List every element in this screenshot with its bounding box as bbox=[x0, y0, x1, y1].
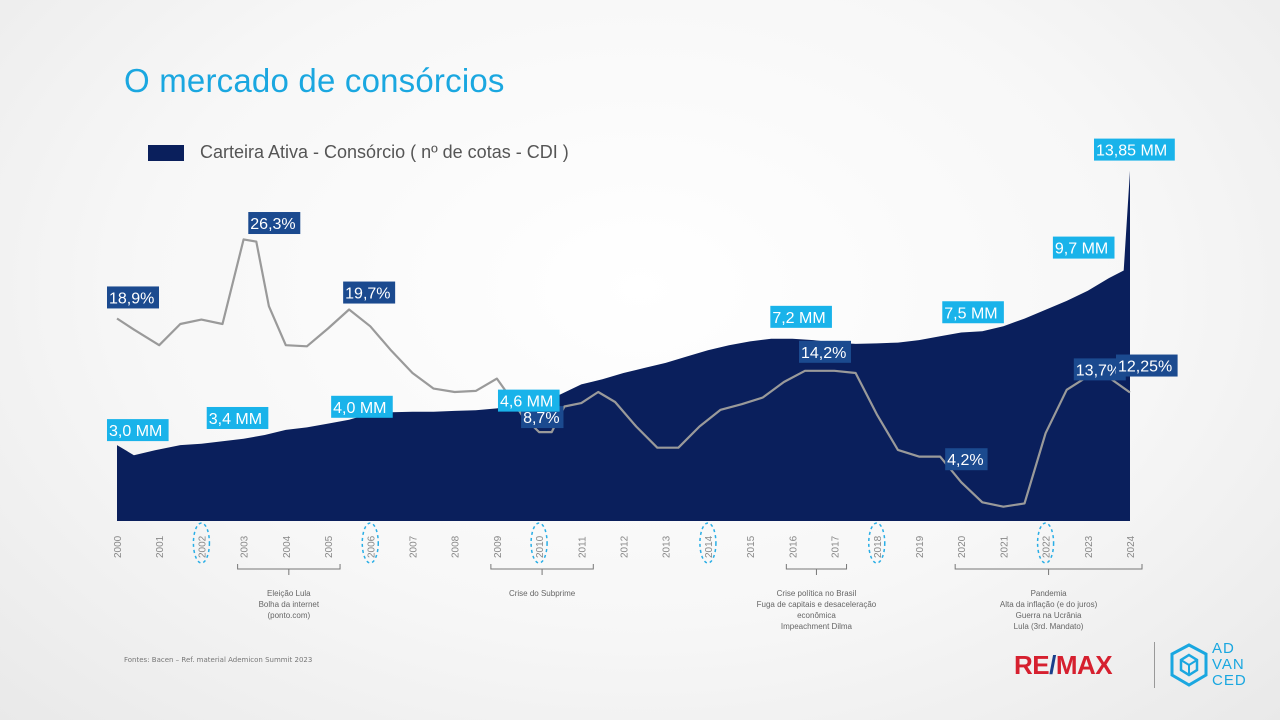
year-tick-label: 2009 bbox=[493, 535, 504, 558]
value-label-box bbox=[1116, 354, 1178, 377]
value-label: 19,7% bbox=[345, 286, 390, 303]
logos: RE/MAX AD VAN CED bbox=[1014, 640, 1264, 692]
year-tick-label: 2013 bbox=[662, 535, 673, 558]
value-label: 7,2 MM bbox=[772, 310, 825, 327]
advanced-cube-icon bbox=[1170, 643, 1208, 687]
year-highlight-circle bbox=[1036, 522, 1055, 564]
year-tick-label: 2002 bbox=[197, 535, 208, 558]
value-label-box bbox=[248, 212, 301, 235]
year-tick-label: 2019 bbox=[915, 535, 926, 558]
value-label-box bbox=[1073, 358, 1126, 381]
annotation-bracket bbox=[954, 564, 1143, 575]
value-label: 4,6 MM bbox=[500, 394, 553, 411]
value-label-box bbox=[798, 340, 851, 363]
year-tick-label: 2022 bbox=[1042, 535, 1053, 558]
value-label: 7,5 MM bbox=[944, 305, 997, 322]
year-tick-label: 2011 bbox=[577, 536, 588, 558]
year-highlight-circle bbox=[699, 522, 717, 564]
value-label-box bbox=[945, 448, 988, 471]
value-label-box bbox=[107, 286, 159, 309]
value-label: 13,7% bbox=[1076, 362, 1121, 379]
year-tick-label: 2014 bbox=[704, 535, 715, 558]
value-label-box bbox=[942, 301, 1004, 324]
year-tick-label: 2010 bbox=[535, 535, 546, 558]
value-label: 12,25% bbox=[1118, 359, 1172, 376]
annotation-text: Crise do Subprime bbox=[509, 589, 576, 598]
annotation-bracket bbox=[785, 564, 848, 575]
year-tick-label: 2005 bbox=[324, 535, 335, 558]
year-tick-label: 2024 bbox=[1126, 535, 1137, 558]
annotation-text: Crise política no Brasil bbox=[777, 589, 857, 598]
value-label: 26,3% bbox=[250, 216, 295, 233]
year-highlight-circle bbox=[868, 522, 886, 564]
year-highlight-circle bbox=[361, 522, 379, 564]
value-label: 3,4 MM bbox=[209, 411, 262, 428]
year-tick-label: 2001 bbox=[155, 535, 166, 558]
year-tick-label: 2020 bbox=[957, 535, 968, 558]
annotation-text: Guerra na Ucrânia bbox=[1016, 611, 1082, 620]
annotation-bracket bbox=[237, 564, 341, 575]
remax-logo: RE/MAX bbox=[1014, 650, 1113, 680]
annotation-text: Pandemia bbox=[1031, 589, 1068, 598]
value-label: 4,2% bbox=[947, 452, 983, 469]
value-label-box bbox=[343, 281, 396, 304]
value-label-box bbox=[107, 419, 169, 442]
year-tick-label: 2006 bbox=[366, 535, 377, 558]
legend-label: Carteira Ativa - Consórcio ( nº de cotas… bbox=[200, 142, 569, 162]
annotation-text: Bolha da internet bbox=[259, 600, 320, 609]
value-label: 13,85 MM bbox=[1096, 143, 1167, 160]
value-label: 8,7% bbox=[523, 410, 559, 427]
carteira-area bbox=[117, 170, 1130, 521]
year-tick-label: 2012 bbox=[620, 535, 631, 558]
value-label-box bbox=[770, 305, 832, 328]
year-tick-label: 2018 bbox=[873, 535, 884, 558]
year-tick-label: 2000 bbox=[113, 535, 124, 558]
value-label-box bbox=[497, 389, 560, 412]
page-title: O mercado de consórcios bbox=[124, 62, 505, 99]
annotation-text: Lula (3rd. Mandato) bbox=[1014, 622, 1084, 631]
value-label-box bbox=[1094, 138, 1175, 161]
year-tick-label: 2023 bbox=[1084, 535, 1095, 558]
value-label: 18,9% bbox=[109, 290, 154, 307]
value-label-box bbox=[206, 406, 269, 429]
year-tick-label: 2016 bbox=[788, 535, 799, 558]
value-label-box bbox=[331, 395, 393, 418]
logo-divider bbox=[1154, 642, 1155, 688]
value-label: 3,0 MM bbox=[109, 423, 162, 440]
year-tick-label: 2017 bbox=[831, 535, 842, 558]
annotation-text: (ponto.com) bbox=[267, 611, 310, 620]
annotation-bracket bbox=[490, 564, 594, 575]
year-tick-label: 2008 bbox=[451, 535, 462, 558]
annotation-text: econômica bbox=[797, 611, 836, 620]
source-note: Fontes: Bacen – Ref. material Ademicon S… bbox=[124, 656, 313, 664]
year-highlight-circle bbox=[192, 522, 211, 564]
value-label: 9,7 MM bbox=[1055, 241, 1108, 258]
value-label: 4,0 MM bbox=[333, 400, 386, 417]
year-tick-label: 2007 bbox=[408, 535, 419, 558]
annotation-text: Alta da inflação (e do juros) bbox=[1000, 600, 1098, 609]
year-tick-label: 2003 bbox=[240, 535, 251, 558]
year-tick-label: 2004 bbox=[282, 535, 293, 558]
year-tick-label: 2015 bbox=[746, 535, 757, 558]
annotation-text: Fuga de capitais e desaceleração bbox=[757, 600, 877, 609]
chart-legend: Carteira Ativa - Consórcio ( nº de cotas… bbox=[148, 142, 569, 163]
annotation-text: Impeachment Dilma bbox=[781, 622, 853, 631]
value-label-box bbox=[1052, 236, 1115, 259]
annotation-text: Eleição Lula bbox=[267, 589, 311, 598]
advanced-logo-text: AD VAN CED bbox=[1212, 640, 1247, 689]
legend-swatch bbox=[148, 144, 184, 161]
year-highlight-circle bbox=[530, 522, 548, 564]
year-tick-label: 2021 bbox=[999, 535, 1010, 558]
value-label: 14,2% bbox=[801, 345, 846, 362]
